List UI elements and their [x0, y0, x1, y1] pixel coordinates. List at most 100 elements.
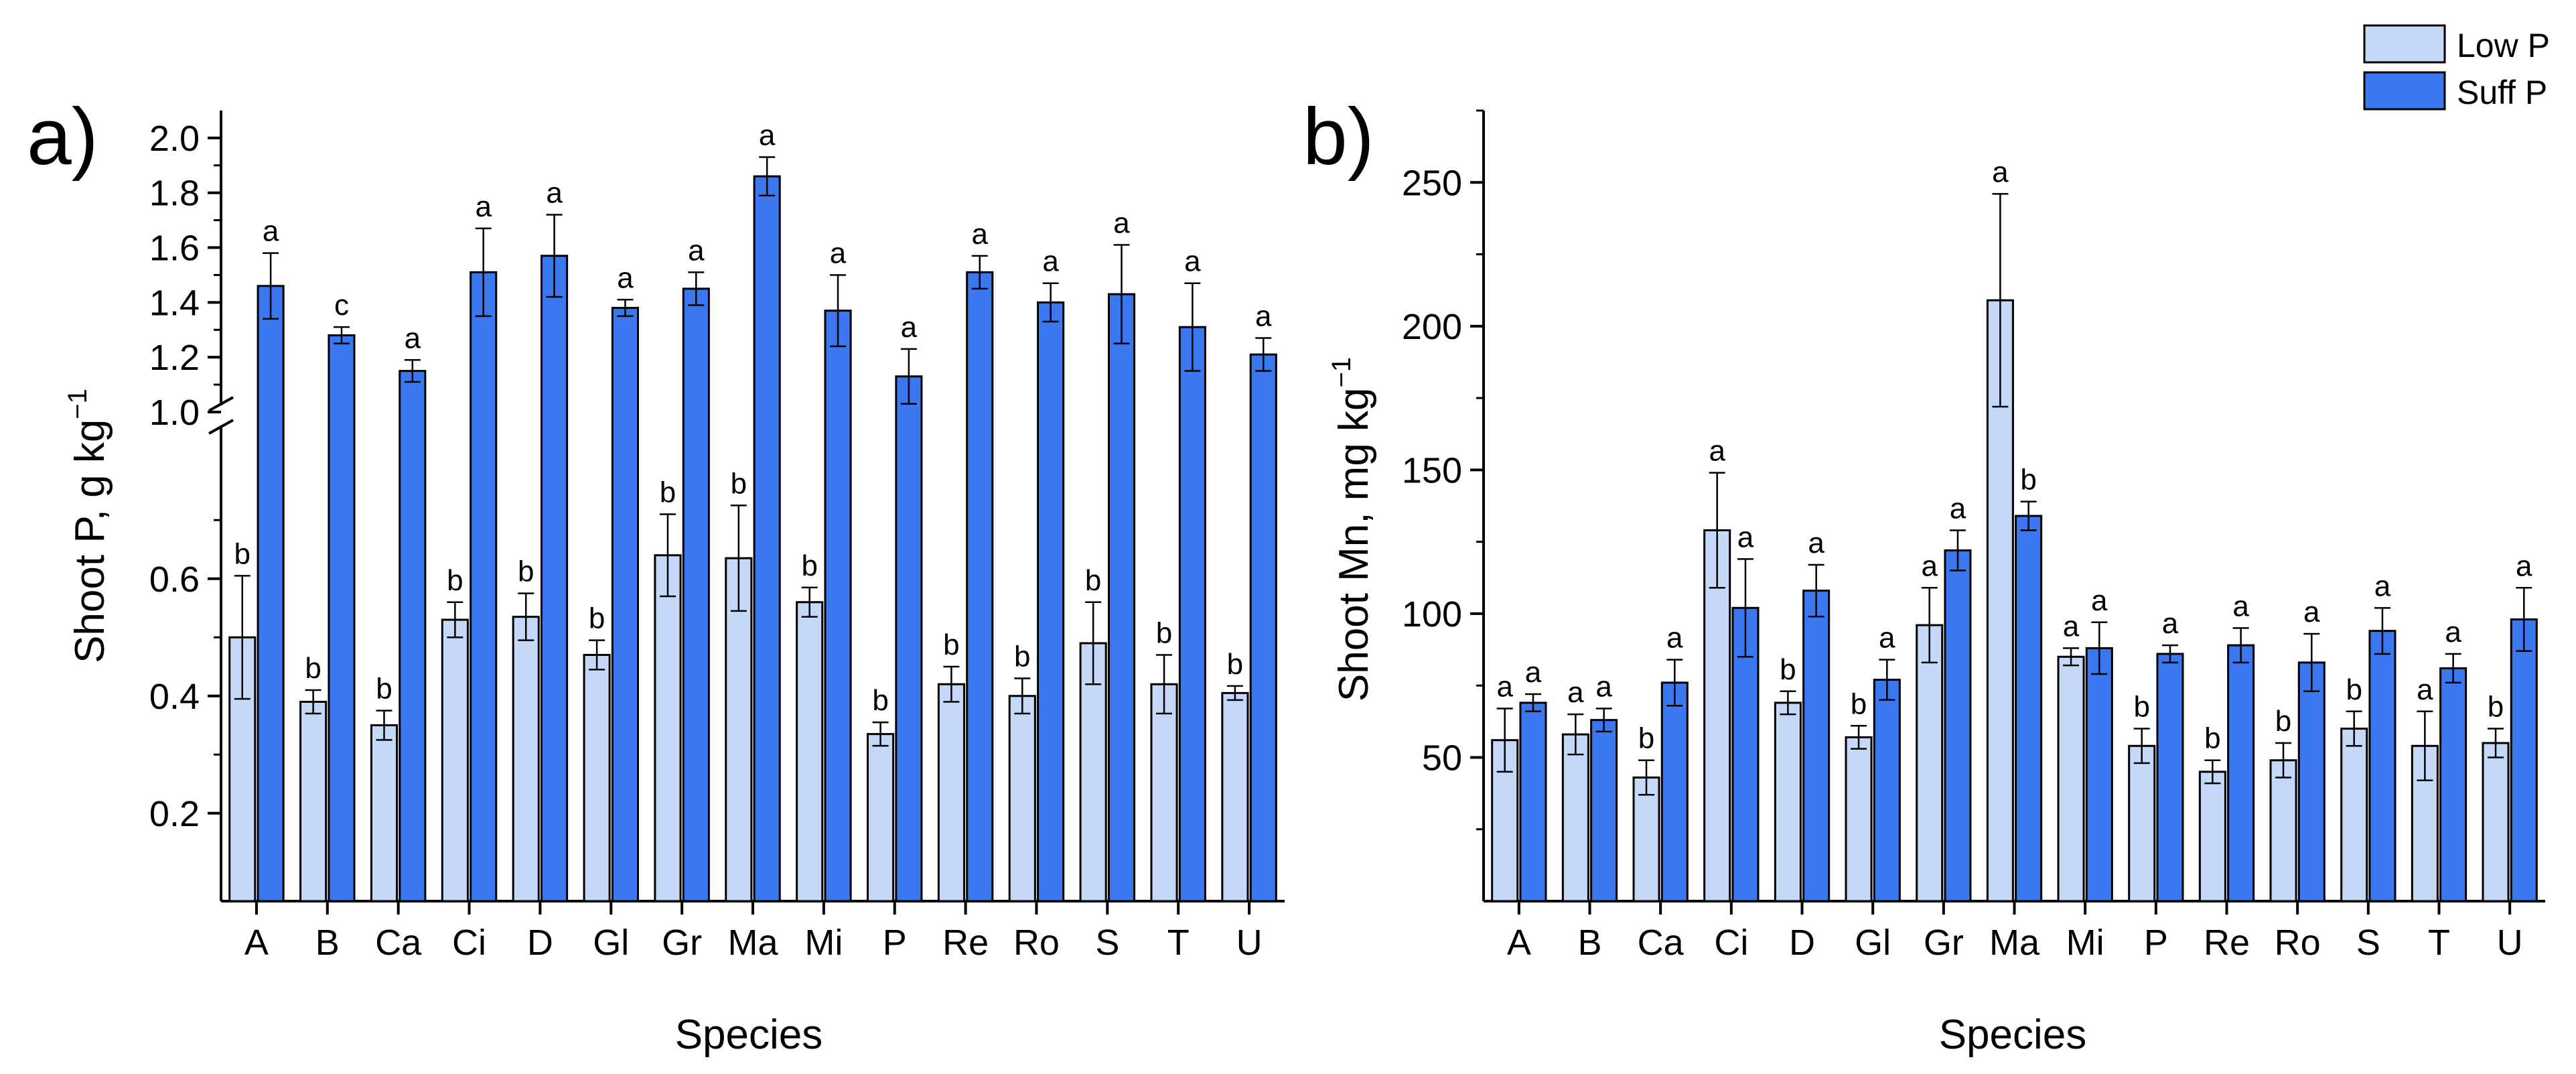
significance-letter: a	[1255, 300, 1272, 333]
bar-low	[1221, 691, 1249, 902]
significance-letter: a	[2162, 607, 2179, 640]
significance-letter: b	[2275, 705, 2291, 738]
significance-letter: a	[830, 237, 847, 269]
x-tick-label: U	[1236, 923, 1263, 963]
bar-low	[2128, 744, 2156, 902]
bar-low	[1916, 624, 1944, 902]
x-tick-label: Gl	[593, 923, 629, 963]
panel-a-y-ticks: 0.2 0.4 0.6 1.0 1.2 1.4 1.6 1.8 2.0	[149, 119, 221, 834]
y-tick-label: 200	[1402, 307, 1462, 347]
bar-suff	[2015, 515, 2043, 902]
significance-letter: a	[2091, 584, 2108, 617]
y-tick-label: 250	[1402, 163, 1462, 203]
bar-low	[1008, 695, 1036, 902]
axis-break-mark	[208, 419, 234, 435]
bar-suff	[257, 285, 285, 902]
bar-suff	[2439, 667, 2467, 902]
bar-suff	[1660, 681, 1689, 902]
bar-low	[2340, 728, 2368, 902]
significance-letter: b	[234, 537, 251, 570]
significance-letter: b	[2133, 691, 2149, 724]
significance-letter: a	[2374, 569, 2391, 602]
y-tick-label: 0.4	[149, 677, 200, 717]
significance-letter: b	[1014, 641, 1030, 673]
significance-letter: a	[2516, 549, 2532, 582]
significance-letter: b	[1780, 653, 1796, 686]
panel-a-y-axis-title: Shoot P, g kg−1	[63, 389, 113, 663]
x-tick-label: T	[2428, 923, 2450, 963]
y-tick-label: 0.2	[149, 794, 200, 834]
legend: Low P Suff P	[2363, 24, 2550, 111]
significance-letter: b	[2020, 464, 2036, 496]
significance-letter: a	[972, 218, 989, 251]
panel-a-x-ticks: A B Ca Ci D Gl Gr Ma Mi P Re Ro S T U	[244, 901, 1263, 963]
significance-letter: a	[1496, 671, 1513, 703]
bar-suff	[895, 375, 923, 902]
bar-suff	[824, 310, 852, 902]
bar-suff	[1590, 719, 1618, 902]
bar-suff	[470, 271, 498, 902]
bar-suff	[2510, 618, 2538, 902]
y-tick-label: 150	[1402, 450, 1462, 490]
significance-letter: a	[1184, 245, 1201, 278]
bar-suff	[1802, 590, 1831, 902]
bar-low	[1150, 683, 1178, 902]
bar-suff	[611, 307, 639, 902]
significance-letter: b	[1156, 617, 1172, 650]
significance-letter: b	[872, 684, 888, 717]
significance-letter: b	[731, 467, 747, 500]
significance-letter: b	[1085, 564, 1101, 597]
x-tick-label: Ro	[2275, 923, 2321, 963]
y-tick-label: 1.2	[149, 338, 200, 378]
significance-letter: a	[759, 119, 776, 152]
panel-a-bars: b a b c b a b a b a b a b a b a b a b a b a b a b a b a b a	[228, 119, 1277, 902]
significance-letter: a	[1808, 527, 1824, 559]
x-tick-label: Re	[2204, 923, 2250, 963]
bar-low	[1561, 733, 1589, 902]
significance-letter: b	[1638, 722, 1654, 755]
panel-b-y-axis-title-main: Shoot Mn, mg kg	[1331, 387, 1377, 701]
bar-suff	[1249, 353, 1277, 902]
x-tick-label: Gr	[662, 923, 702, 963]
bar-low	[2057, 655, 2085, 902]
significance-letter: b	[2488, 691, 2504, 724]
significance-letter: b	[376, 673, 392, 706]
x-tick-label: Ma	[727, 923, 778, 963]
bar-low	[937, 683, 965, 902]
x-tick-label: D	[1789, 923, 1815, 963]
significance-letter: b	[2346, 673, 2362, 706]
x-tick-label: Mi	[804, 923, 843, 963]
bar-suff	[2156, 653, 2184, 902]
bar-low	[299, 701, 328, 902]
x-tick-label: B	[315, 923, 340, 963]
significance-letter: a	[2417, 673, 2433, 706]
significance-letter: a	[1042, 245, 1059, 278]
significance-letter: a	[405, 322, 421, 354]
panel-b-y-axis-title-sup: −1	[1327, 357, 1356, 388]
legend-swatch-low	[2363, 24, 2446, 64]
x-tick-label: A	[1507, 923, 1531, 963]
x-tick-label: Ci	[452, 923, 486, 963]
x-tick-label: P	[2144, 923, 2168, 963]
significance-letter: b	[1851, 687, 1867, 720]
bar-low	[1079, 642, 1107, 902]
bar-low	[725, 557, 753, 902]
significance-letter: a	[2232, 590, 2249, 622]
bar-suff	[1944, 549, 1972, 902]
significance-letter: a	[1709, 435, 1725, 468]
x-tick-label: A	[244, 923, 269, 963]
y-tick-label: 0.6	[149, 559, 200, 600]
x-tick-label: Mi	[2066, 923, 2104, 963]
bar-low	[1845, 736, 1873, 902]
axis-break-mark	[208, 396, 234, 412]
significance-letter: a	[2063, 610, 2080, 643]
x-tick-label: Ca	[375, 923, 422, 963]
panel-b-label: b)	[1303, 92, 1374, 182]
bar-suff	[399, 370, 427, 902]
legend-swatch-suff	[2363, 71, 2446, 111]
significance-letter: a	[546, 176, 563, 209]
bar-suff	[541, 255, 569, 902]
y-tick-label: 1.8	[149, 174, 200, 214]
significance-letter: a	[1992, 155, 2009, 188]
significance-letter: b	[1227, 648, 1243, 681]
